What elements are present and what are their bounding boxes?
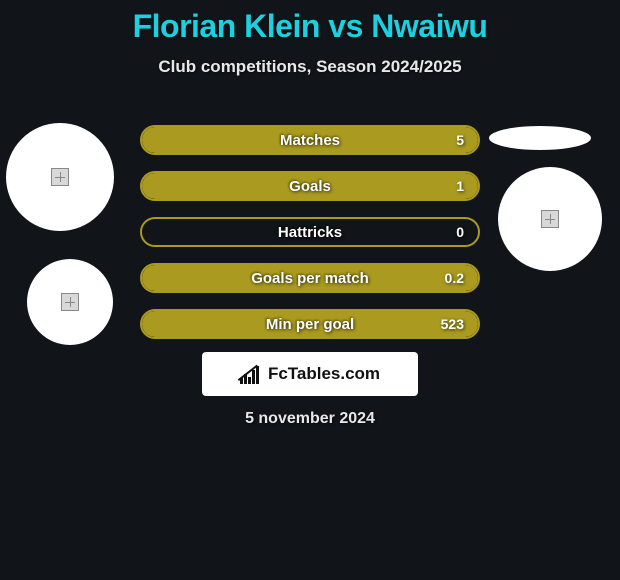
stat-label: Goals per match	[251, 270, 369, 287]
stat-label: Goals	[289, 178, 331, 195]
stat-value: 5	[456, 132, 464, 148]
avatar-circle	[27, 259, 113, 345]
stat-bar: Goals 1	[140, 171, 480, 201]
brand-bars-icon	[240, 364, 262, 384]
placeholder-icon	[61, 293, 79, 311]
avatar-circle	[6, 123, 114, 231]
placeholder-icon	[51, 168, 69, 186]
stat-value: 0.2	[445, 270, 464, 286]
stat-value: 1	[456, 178, 464, 194]
stat-value: 523	[441, 316, 464, 332]
footer-date: 5 november 2024	[0, 410, 620, 428]
stat-label: Hattricks	[278, 224, 342, 241]
brand-text: FcTables.com	[268, 364, 380, 384]
stat-bar: Min per goal 523	[140, 309, 480, 339]
stat-bar: Matches 5	[140, 125, 480, 155]
page-title: Florian Klein vs Nwaiwu	[0, 0, 620, 45]
stat-label: Matches	[280, 132, 340, 149]
stat-bar: Goals per match 0.2	[140, 263, 480, 293]
stat-value: 0	[456, 224, 464, 240]
page-subtitle: Club competitions, Season 2024/2025	[0, 57, 620, 77]
placeholder-icon	[541, 210, 559, 228]
stat-bar: Hattricks 0	[140, 217, 480, 247]
stats-panel: Matches 5 Goals 1 Hattricks 0 Goals per match 0…	[140, 125, 480, 355]
brand-badge: FcTables.com	[202, 352, 418, 396]
stat-label: Min per goal	[266, 316, 354, 333]
avatar-circle	[498, 167, 602, 271]
avatar-ellipse	[489, 126, 591, 150]
